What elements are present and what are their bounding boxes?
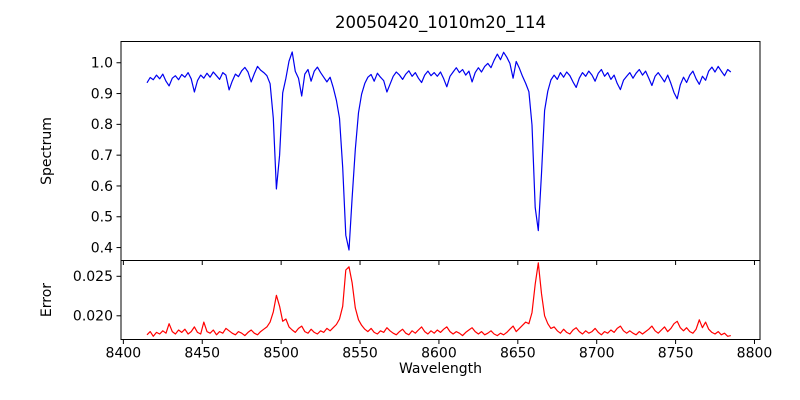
x-tick-label: 8650 bbox=[500, 346, 536, 362]
x-tick-label: 8500 bbox=[263, 346, 299, 362]
y-tick-label: 0.7 bbox=[91, 148, 113, 164]
x-axis-label: Wavelength bbox=[398, 361, 483, 377]
error-line bbox=[146, 262, 731, 337]
y-tick-label: 0.4 bbox=[91, 240, 113, 256]
y-tick-label: 0.025 bbox=[73, 269, 113, 285]
y-tick-label: 0.8 bbox=[91, 117, 113, 133]
y-tick-label: 0.5 bbox=[91, 210, 113, 226]
spectrum-line bbox=[146, 51, 732, 251]
spectrum-axes-frame bbox=[120, 41, 761, 261]
x-tick-label: 8750 bbox=[658, 346, 694, 362]
x-tick-label: 8400 bbox=[106, 346, 142, 362]
y-tick-label: 0.6 bbox=[91, 179, 113, 195]
x-tick-label: 8800 bbox=[737, 346, 773, 362]
x-tick-label: 8450 bbox=[184, 346, 220, 362]
chart-title: 20050420_1010m20_114 bbox=[334, 13, 547, 32]
x-tick-label: 8550 bbox=[342, 346, 378, 362]
error-axes-frame bbox=[120, 260, 761, 340]
x-tick-label: 8600 bbox=[421, 346, 457, 362]
y-tick-label: 0.020 bbox=[73, 309, 113, 325]
y-tick-label: 1.0 bbox=[91, 56, 113, 72]
x-tick-label: 8700 bbox=[579, 346, 615, 362]
y-tick-label: 0.9 bbox=[91, 86, 113, 102]
